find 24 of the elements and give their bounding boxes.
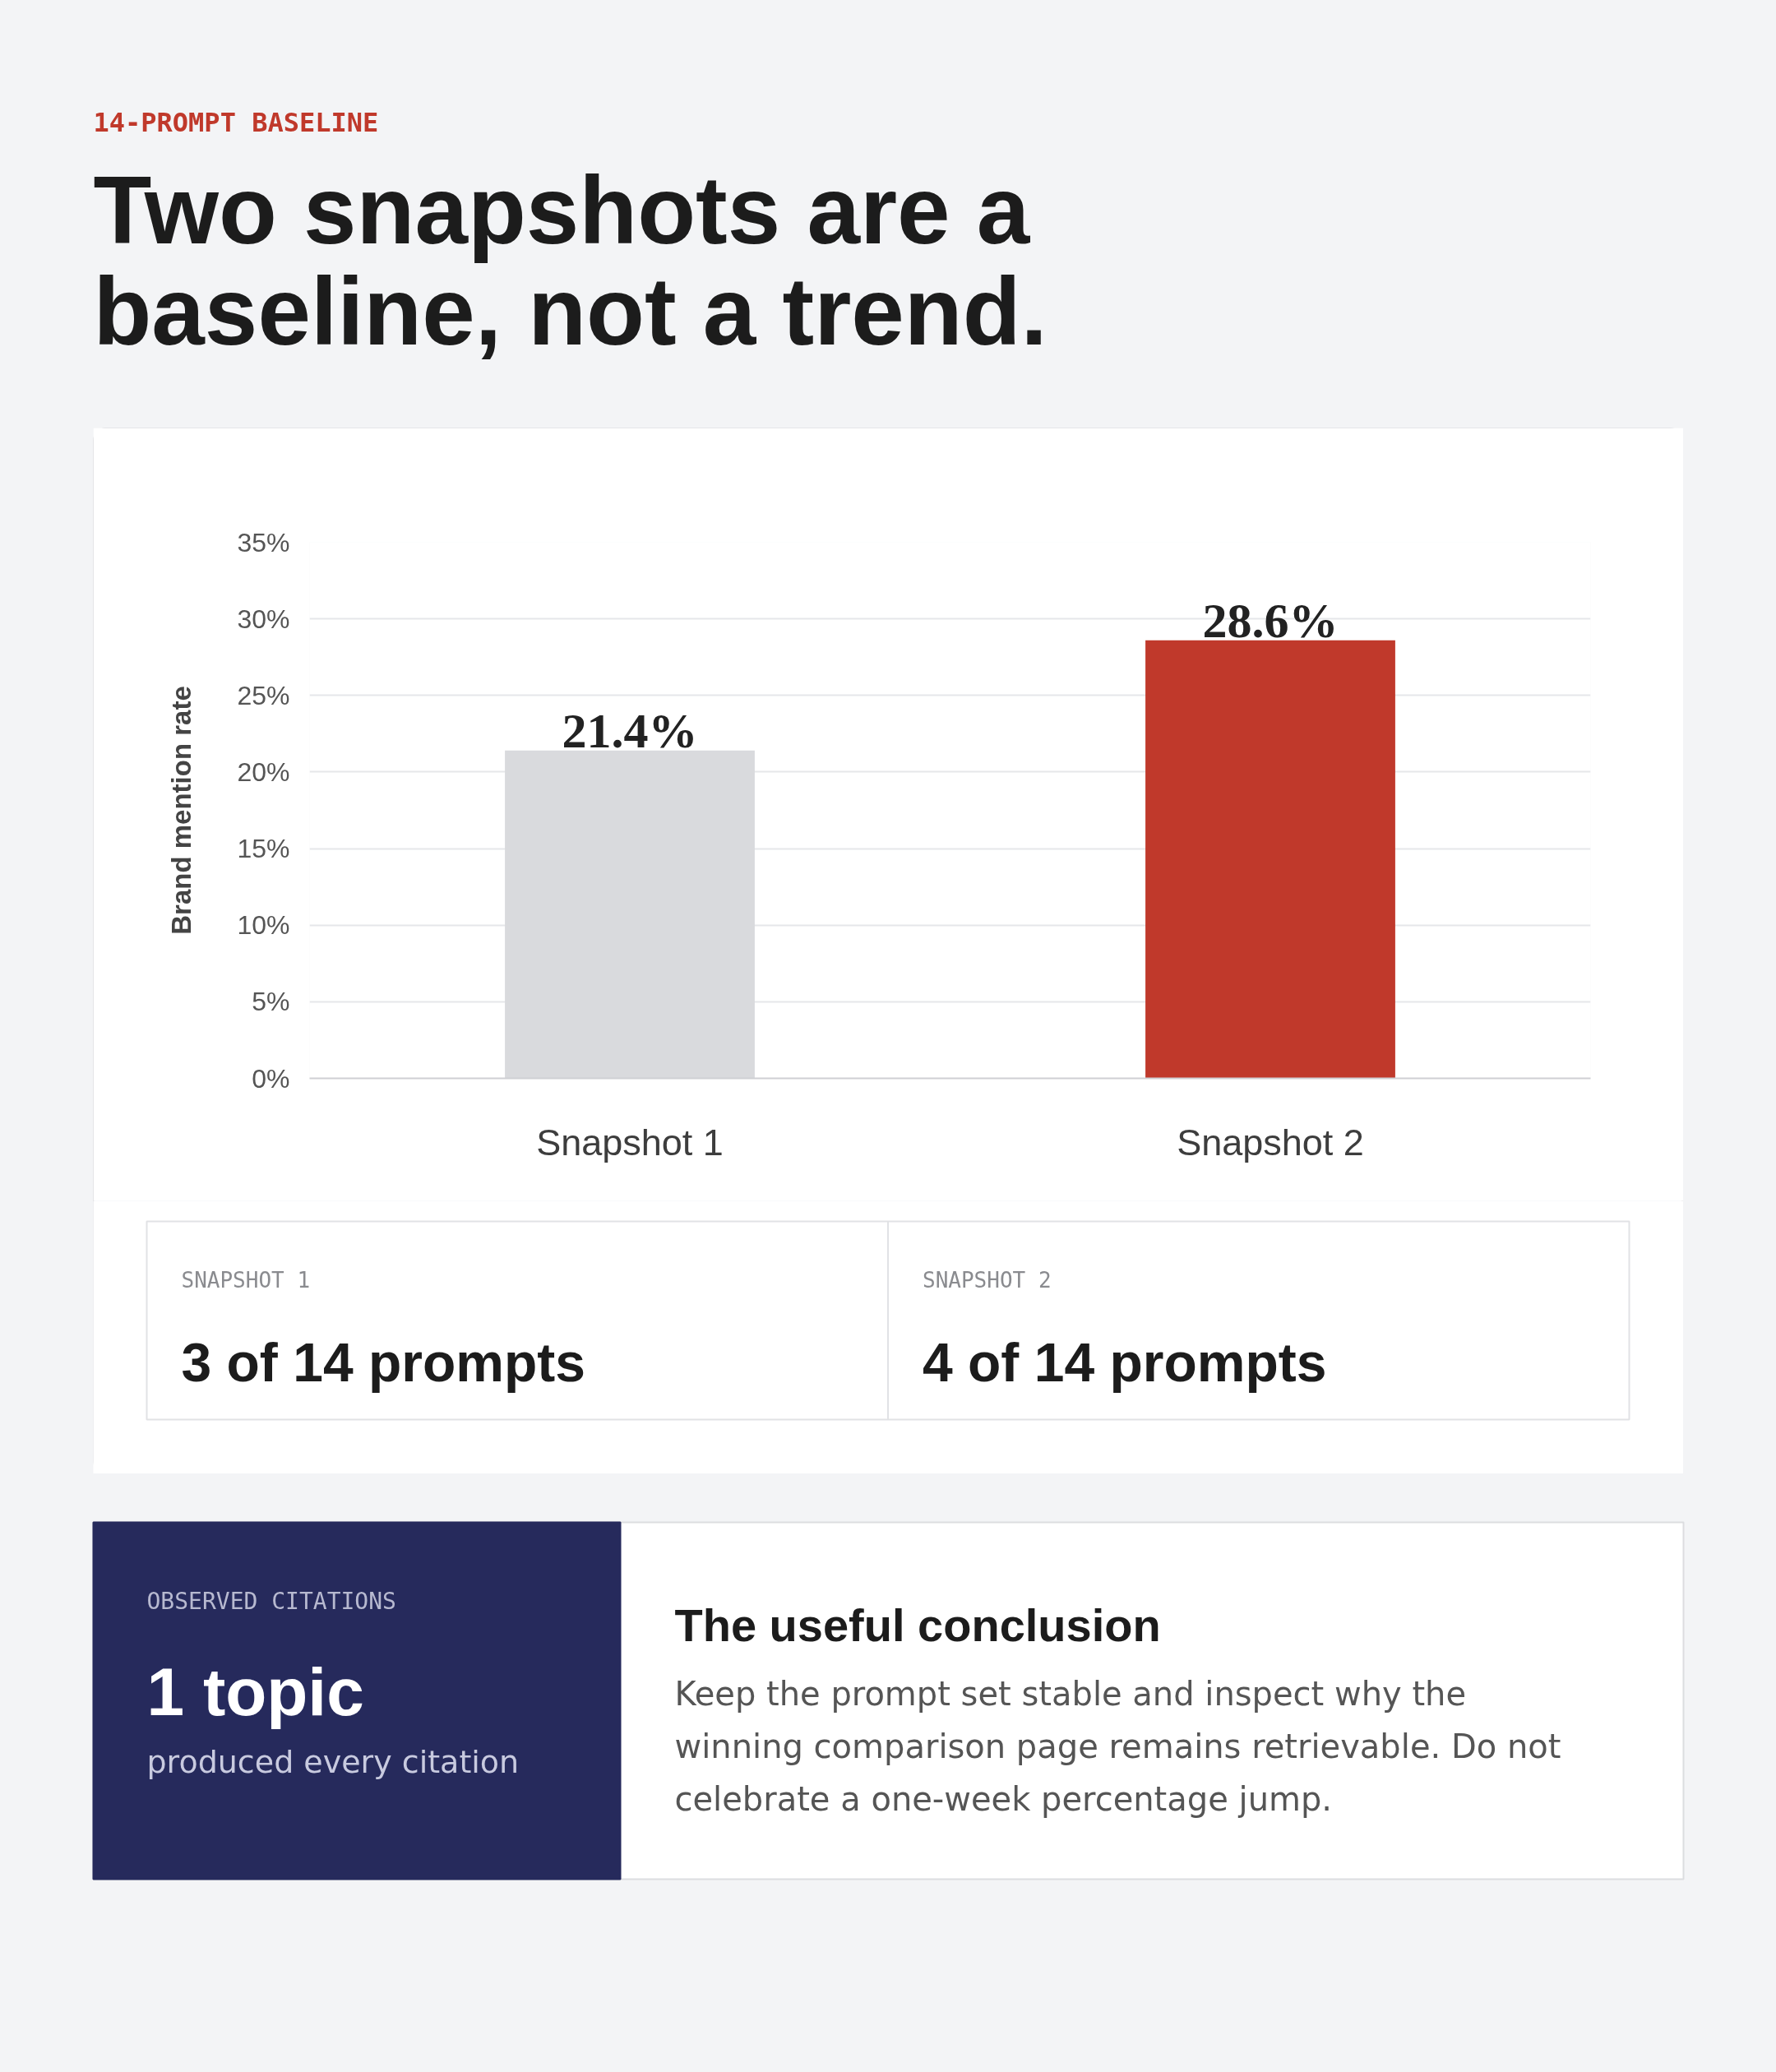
text: 3 of 14 prompts [181,1331,585,1393]
text: 4 of 14 prompts [923,1331,1327,1393]
text: OBSERVED CITATIONS [146,1588,396,1615]
y-tick-label: 25% [237,680,290,710]
text: produced every citation [146,1743,520,1780]
text: SNAPSHOT 1 [181,1267,311,1293]
y-axis-title: Brand mention rate [166,686,197,935]
chart-title: Two snapshots are a baseline, not a trend. [93,156,1048,365]
y-tick-label: 35% [237,527,290,557]
y-tick-label: 0% [252,1063,290,1094]
text: The useful conclusion [674,1599,1161,1651]
y-tick-label: 20% [237,756,290,787]
text: Keep the prompt set stable and inspect why the winning comparison page remains retrievable. Do not celebrate a one-week percentage jump. [674,1674,1561,1819]
chart-subtitle: 14-PROMPT BASELINE [93,106,379,138]
x-tick-label: Snapshot 2 [1177,1121,1364,1163]
y-tick-label: 5% [252,987,290,1017]
y-tick-label: 30% [237,604,290,634]
data-label: 28.6% [1202,593,1339,648]
data-label: 21.4% [562,703,698,758]
y-tick-label: 10% [237,910,290,941]
y-tick-label: 15% [237,834,290,864]
text: SNAPSHOT 2 [923,1267,1052,1293]
x-tick-label: Snapshot 1 [536,1121,724,1163]
text: 1 topic [146,1654,364,1729]
